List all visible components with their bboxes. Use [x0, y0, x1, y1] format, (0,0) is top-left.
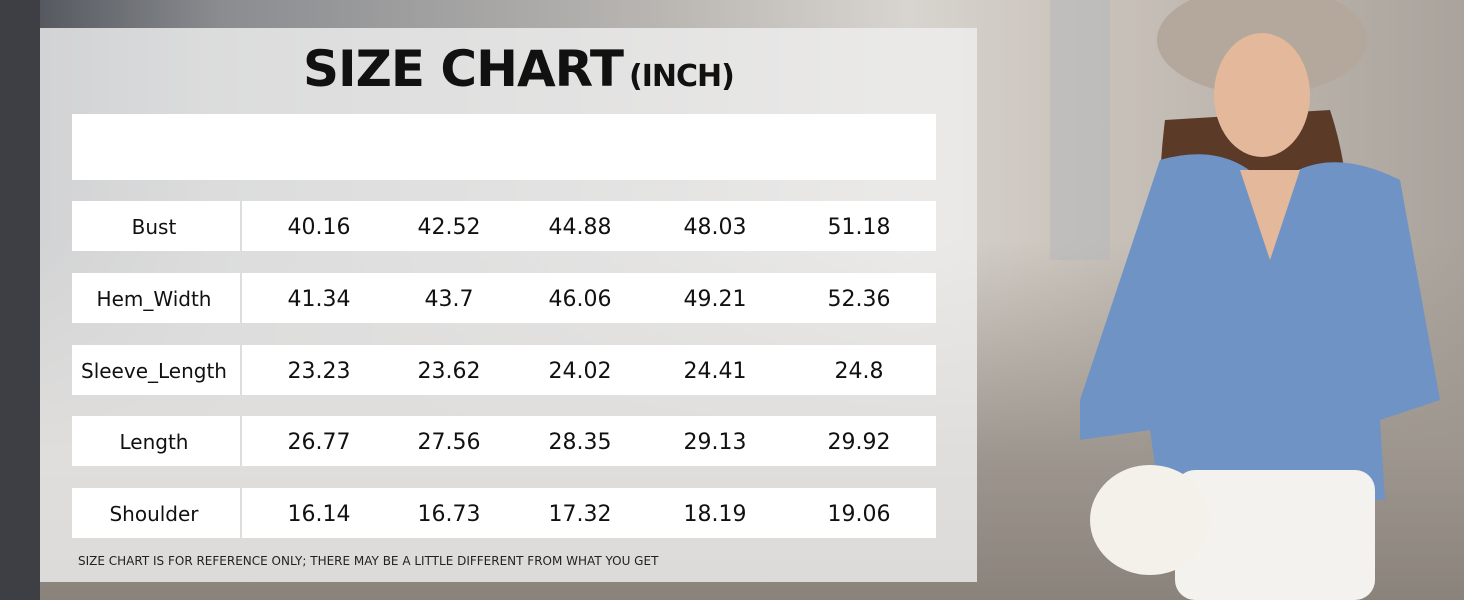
- building: [1050, 0, 1110, 260]
- row-divider: [240, 273, 242, 323]
- measure-label: Sleeve_Length: [81, 359, 227, 383]
- value-cell: 26.77: [287, 429, 351, 455]
- measure-label: Hem_Width: [96, 287, 212, 311]
- header-cell: XL: [701, 137, 729, 163]
- row-divider: [240, 416, 242, 466]
- table-row: [72, 488, 936, 538]
- value-cell: 52.36: [827, 286, 891, 312]
- value-cell: 46.06: [548, 286, 612, 312]
- table-row: [72, 345, 936, 395]
- value-cell: 23.23: [287, 358, 351, 384]
- value-cell: 48.03: [683, 214, 747, 240]
- value-cell: 17.32: [548, 501, 612, 527]
- neck: [1240, 170, 1300, 260]
- header-row: [72, 114, 936, 180]
- value-cell: 24.41: [683, 358, 747, 384]
- measure-label: Shoulder: [109, 502, 199, 526]
- value-cell: 51.18: [827, 214, 891, 240]
- measure-label: Length: [119, 430, 189, 454]
- value-cell: 27.56: [417, 429, 481, 455]
- value-cell: 42.52: [417, 214, 481, 240]
- value-cell: 43.7: [424, 286, 474, 312]
- value-cell: 29.92: [827, 429, 891, 455]
- value-cell: 16.73: [417, 501, 481, 527]
- value-cell: 18.19: [683, 501, 747, 527]
- wall: [0, 0, 40, 600]
- value-cell: 41.34: [287, 286, 351, 312]
- row-divider: [240, 345, 242, 395]
- header-cell: M: [439, 137, 459, 163]
- shirt: [1080, 154, 1440, 501]
- value-cell: 49.21: [683, 286, 747, 312]
- title-text: SIZE CHART: [303, 40, 624, 98]
- header-cell: L: [573, 137, 587, 163]
- measure-label: Bust: [131, 215, 177, 239]
- value-cell: 44.88: [548, 214, 612, 240]
- face: [1214, 33, 1310, 157]
- value-cell: 24.02: [548, 358, 612, 384]
- header-cell: Size: [133, 132, 175, 156]
- bag: [1090, 465, 1210, 575]
- value-cell: 29.13: [683, 429, 747, 455]
- title: SIZE CHART (INCH): [303, 40, 735, 98]
- row-divider: [240, 488, 242, 538]
- header-cell: S: [312, 137, 326, 163]
- header-cell: 2XL: [838, 137, 880, 163]
- header-divider: [240, 114, 242, 180]
- value-cell: 40.16: [287, 214, 351, 240]
- unit: (INCH): [629, 59, 735, 94]
- value-cell: 23.62: [417, 358, 481, 384]
- table-row: [72, 201, 936, 251]
- value-cell: 28.35: [548, 429, 612, 455]
- row-divider: [240, 201, 242, 251]
- table-row: [72, 273, 936, 323]
- value-cell: 24.8: [834, 358, 884, 384]
- pants: [1175, 470, 1375, 600]
- footnote: SIZE CHART IS FOR REFERENCE ONLY; THERE …: [78, 554, 659, 568]
- value-cell: 19.06: [827, 501, 891, 527]
- table-row: [72, 416, 936, 466]
- value-cell: 16.14: [287, 501, 351, 527]
